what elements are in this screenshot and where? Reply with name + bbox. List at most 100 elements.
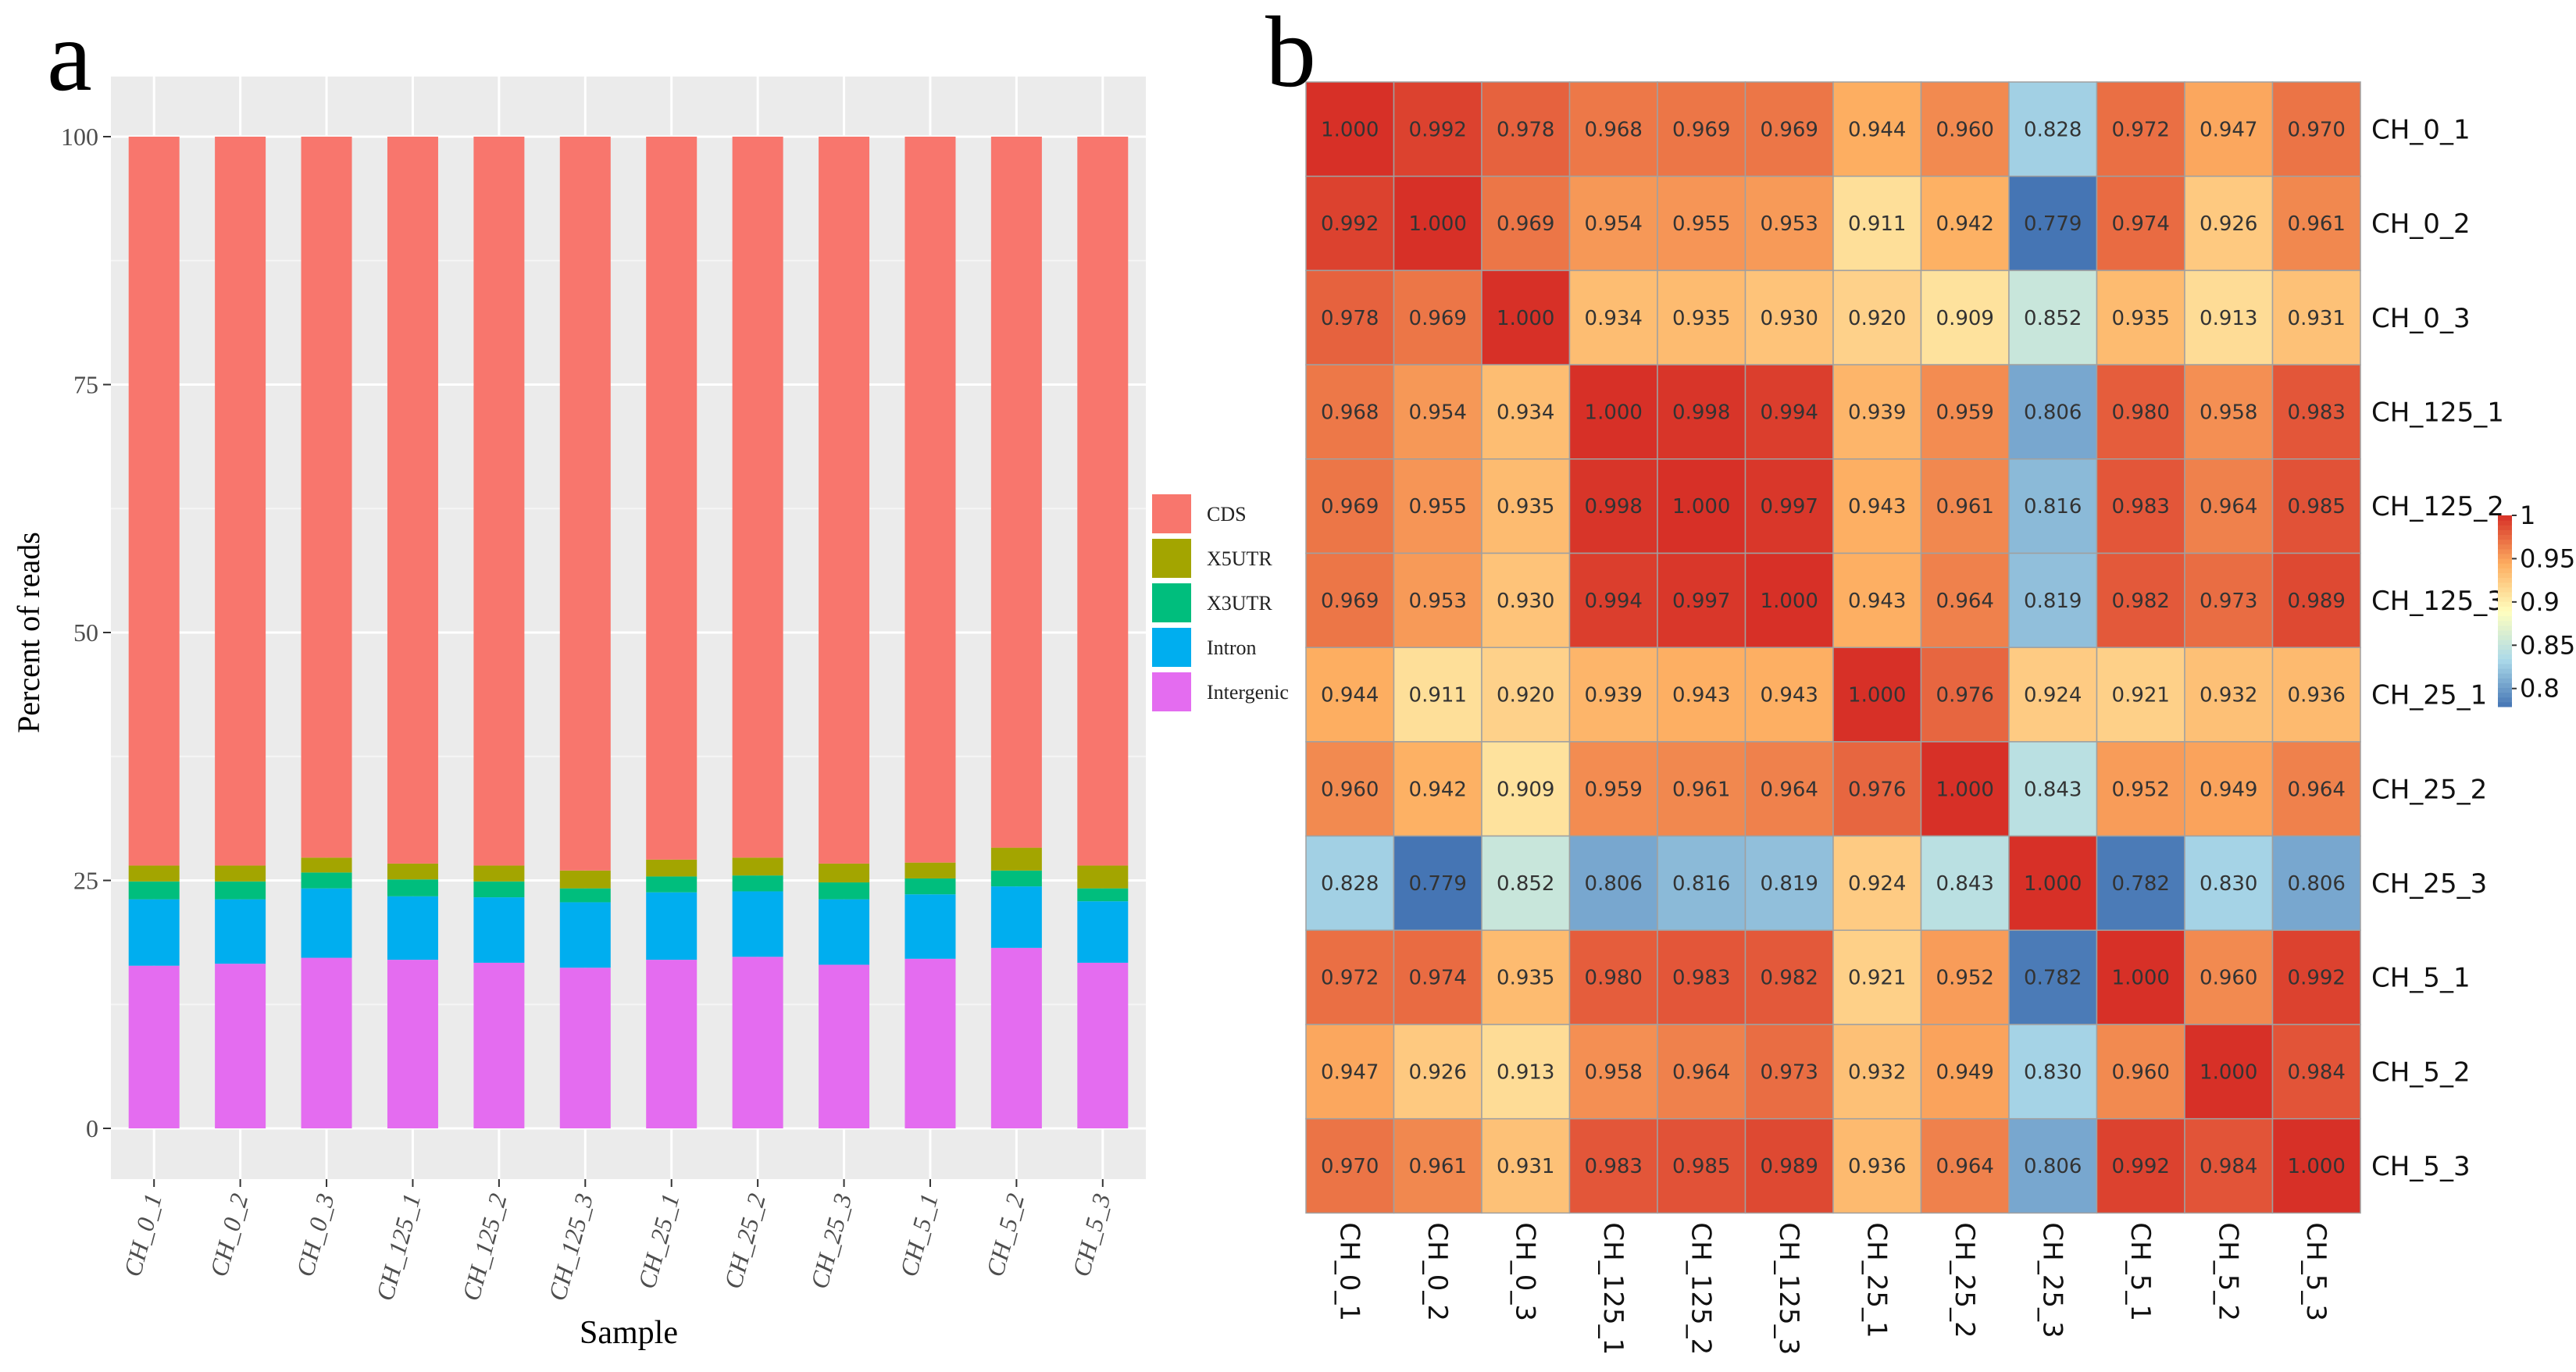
bar-x3utr — [387, 879, 438, 896]
cell-value: 0.953 — [1761, 212, 1818, 236]
bar-intron — [646, 892, 698, 960]
bar-x5utr — [646, 859, 698, 877]
bars — [128, 137, 1129, 1128]
cell-value: 0.989 — [1761, 1155, 1818, 1178]
bar-x3utr — [1077, 888, 1129, 902]
cell-value: 0.947 — [2200, 118, 2257, 141]
cell-value: 0.779 — [1409, 872, 1467, 896]
heatmap-cell — [1744, 364, 1834, 460]
color-legend-segment — [2498, 586, 2512, 593]
cell-value: 0.828 — [2024, 118, 2082, 141]
cell-value: 0.949 — [2200, 778, 2257, 801]
heatmap-cell — [2184, 647, 2274, 743]
heatmap-cell — [1568, 81, 1658, 177]
row-label: CH_25_1 — [2371, 680, 2487, 711]
color-legend-segment — [2498, 654, 2512, 660]
cell-value: 0.969 — [1409, 307, 1467, 330]
bar-x5utr — [732, 857, 783, 876]
heatmap-cell — [1657, 175, 1746, 272]
cell-value: 0.943 — [1761, 684, 1818, 707]
heatmap-cell — [1744, 835, 1834, 932]
heatmap-cell — [1393, 458, 1482, 554]
cell-value: 0.969 — [1672, 118, 1730, 141]
heatmap-cell — [1744, 552, 1834, 648]
bar-x3utr — [732, 875, 783, 892]
cell-value: 0.926 — [1409, 1060, 1467, 1084]
heatmap-cell — [1657, 647, 1746, 743]
cell-value: 0.782 — [2112, 872, 2170, 896]
heatmap-cell — [2096, 1024, 2185, 1120]
correlation-heatmap: 1.000 0.992 0.978 0.968 0.969 0.969 0.944 0.960… — [1305, 81, 2575, 1355]
row-label: CH_125_2 — [2371, 491, 2504, 522]
cell-value: 1.000 — [2200, 1060, 2257, 1084]
bar-intergenic — [215, 964, 266, 1128]
row-label: CH_5_1 — [2371, 963, 2471, 994]
heatmap-cell — [1568, 552, 1658, 648]
heatmap-cell — [2008, 835, 2098, 932]
legend-swatch-x5utr — [1152, 539, 1191, 578]
cell-value: 0.935 — [1672, 307, 1730, 330]
heatmap-cell — [2008, 81, 2098, 177]
bar-intergenic — [559, 968, 611, 1128]
heatmap-cell — [1393, 835, 1482, 932]
bar-cds — [646, 137, 698, 860]
color-legend-segment — [2498, 668, 2512, 674]
heatmap-cell — [1481, 175, 1571, 272]
cell-value: 0.926 — [2200, 212, 2257, 236]
x-axis-ticks: CH_0_1 CH_0_2 CH_0_3 CH_125_1 CH_125_2 CH_125… — [118, 1179, 1116, 1303]
cell-value: 0.947 — [1321, 1060, 1379, 1084]
cell-value: 0.816 — [1672, 872, 1730, 896]
heatmap-cell — [2096, 741, 2185, 837]
bar-intron — [559, 902, 611, 968]
bar-x5utr — [559, 870, 611, 889]
cell-value: 0.960 — [2200, 967, 2257, 990]
y-tick-label: 50 — [73, 618, 98, 647]
bar-intergenic — [387, 960, 438, 1128]
cell-value: 0.969 — [1321, 590, 1379, 613]
bar-intron — [819, 899, 870, 965]
heatmap-cell — [1568, 929, 1658, 1025]
heatmap-cell — [2096, 458, 2185, 554]
color-legend-label: 0.95 — [2520, 543, 2575, 573]
color-legend-segment — [2498, 673, 2512, 679]
legend-swatch-cds — [1152, 494, 1191, 533]
cell-value: 0.942 — [1409, 778, 1467, 801]
heatmap-cell — [2008, 364, 2098, 460]
bar-x3utr — [215, 881, 266, 900]
color-legend-segment — [2498, 597, 2512, 602]
heatmap-cell — [2008, 175, 2098, 272]
bar-intron — [473, 897, 525, 963]
bar-x3utr — [904, 878, 956, 895]
heatmap-cell — [1568, 647, 1658, 743]
cell-value: 1.000 — [1321, 118, 1379, 141]
bar-cds — [904, 137, 956, 863]
heatmap-cell — [2271, 1117, 2361, 1214]
cell-value: 0.961 — [1672, 778, 1730, 801]
cell-value: 0.931 — [2288, 307, 2346, 330]
heatmap-cell — [2271, 835, 2361, 932]
cell-value: 0.920 — [1497, 684, 1554, 707]
cell-value: 0.943 — [1848, 495, 1906, 519]
bar-x5utr — [990, 847, 1042, 871]
heatmap-cell — [2184, 1117, 2274, 1214]
cell-value: 0.819 — [2024, 590, 2082, 613]
heatmap-cell — [1920, 741, 2010, 837]
cell-value: 0.913 — [2200, 307, 2257, 330]
x-tick-label: CH_0_2 — [205, 1190, 254, 1279]
cell-value: 0.972 — [1321, 967, 1379, 990]
heatmap-cell — [1657, 1117, 1746, 1214]
cell-value: 1.000 — [1761, 590, 1818, 613]
heatmap-cell — [1920, 1117, 2010, 1214]
panel-label-a: a — [47, 0, 92, 112]
color-legend-segment — [2498, 625, 2512, 631]
bar-intron — [128, 899, 180, 966]
cell-value: 0.982 — [2112, 590, 2170, 613]
cell-value: 0.984 — [2288, 1060, 2346, 1084]
bar-x5utr — [904, 862, 956, 878]
bar-cds — [990, 137, 1042, 848]
cell-value: 0.989 — [2288, 590, 2346, 613]
legend: CDS X5UTR X3UTR Intron Intergenic — [1152, 494, 1289, 711]
cell-value: 0.972 — [2112, 118, 2170, 141]
heatmap-cell — [1568, 175, 1658, 272]
cell-value: 0.779 — [2024, 212, 2082, 236]
